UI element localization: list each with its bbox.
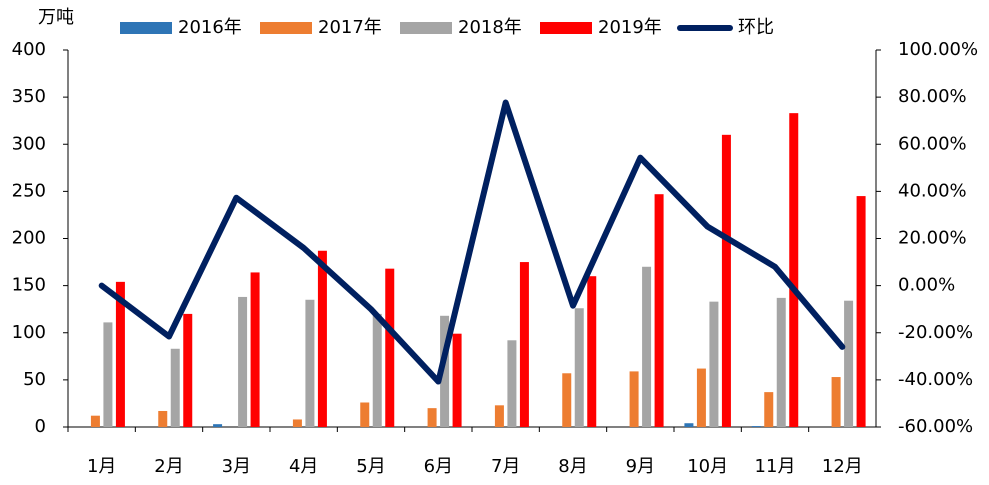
y2-tick-label: -20.00% [898, 322, 973, 343]
bar [494, 405, 504, 427]
x-tick-label: 2月 [154, 456, 183, 477]
bar [684, 423, 694, 427]
y2-tick-label: -40.00% [898, 369, 973, 390]
bar [213, 424, 223, 427]
x-tick-label: 6月 [424, 456, 453, 477]
y-tick-label: 250 [12, 180, 46, 201]
bar [440, 315, 450, 427]
bar [115, 281, 125, 427]
y-tick-label: 0 [35, 416, 46, 437]
y2-tick-label: 40.00% [898, 180, 967, 201]
bar [90, 415, 100, 427]
bar [360, 402, 370, 427]
x-tick-label: 4月 [289, 456, 318, 477]
bar [519, 262, 529, 427]
bar [103, 322, 113, 427]
y-tick-label: 300 [12, 133, 46, 154]
y-tick-label: 50 [23, 369, 46, 390]
bar [844, 300, 854, 427]
x-tick-label: 9月 [626, 456, 655, 477]
legend-label: 2017年 [318, 17, 382, 38]
bar [372, 313, 382, 427]
bar [562, 373, 572, 427]
bar [170, 348, 180, 427]
bar [385, 268, 395, 427]
legend-label: 环比 [738, 17, 774, 38]
bar [292, 419, 302, 427]
bar [587, 276, 597, 427]
y-axis-label: 万吨 [38, 7, 74, 28]
bar [507, 340, 517, 427]
y-tick-label: 400 [12, 39, 46, 60]
x-tick-label: 3月 [222, 456, 251, 477]
y-tick-label: 150 [12, 275, 46, 296]
legend-label: 2018年 [458, 17, 522, 38]
y-tick-label: 100 [12, 322, 46, 343]
bar [452, 333, 462, 427]
bar [158, 410, 168, 427]
x-tick-label: 1月 [87, 456, 116, 477]
bar [751, 426, 761, 427]
y2-tick-label: 60.00% [898, 133, 967, 154]
bar [250, 272, 260, 427]
bar [856, 196, 866, 427]
bar [629, 371, 639, 427]
x-tick-label: 7月 [491, 456, 520, 477]
bar [764, 392, 774, 427]
bar [776, 297, 786, 427]
bar [305, 299, 315, 427]
bar [317, 250, 327, 427]
x-tick-label: 12月 [822, 456, 863, 477]
bar [831, 377, 841, 427]
x-tick-label: 5月 [356, 456, 385, 477]
legend-label: 2016年 [178, 17, 242, 38]
legend-swatch [260, 22, 312, 34]
y-tick-label: 350 [12, 86, 46, 107]
y2-tick-label: 80.00% [898, 86, 967, 107]
legend-swatch [120, 22, 172, 34]
x-tick-label: 10月 [687, 456, 728, 477]
bar [696, 368, 706, 427]
bar [574, 308, 584, 427]
bar [654, 194, 664, 427]
bar [183, 313, 193, 427]
legend-swatch [540, 22, 592, 34]
bar [709, 301, 719, 427]
legend-swatch [400, 22, 452, 34]
y2-tick-label: 0.00% [898, 275, 955, 296]
y2-tick-label: -60.00% [898, 416, 973, 437]
bar [642, 266, 652, 427]
x-tick-label: 8月 [558, 456, 587, 477]
bar [238, 296, 248, 427]
x-tick-label: 11月 [755, 456, 796, 477]
bar [789, 113, 799, 428]
y2-tick-label: 100.00% [898, 39, 978, 60]
bar [427, 408, 437, 427]
y2-tick-label: 20.00% [898, 228, 967, 249]
bar [721, 134, 731, 427]
legend-label: 2019年 [598, 17, 662, 38]
line [98, 99, 846, 385]
y-tick-label: 200 [12, 228, 46, 249]
